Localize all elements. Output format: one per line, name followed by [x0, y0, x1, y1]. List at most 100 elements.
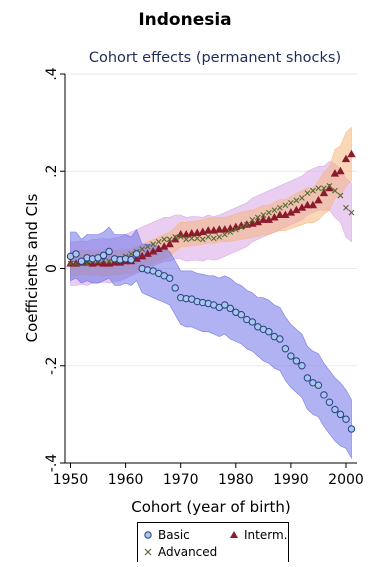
interm-point [341, 154, 351, 163]
advanced-point [293, 197, 300, 204]
interm-point [275, 210, 285, 219]
advanced-point [210, 235, 217, 242]
page-title: Indonesia [138, 10, 232, 30]
interm-point [314, 195, 323, 204]
x-tick-label: 1950 [53, 472, 89, 488]
advanced-point [332, 187, 338, 194]
advanced-point [139, 246, 146, 252]
interm-point [137, 251, 147, 260]
advanced-point [221, 231, 228, 238]
advanced-point-stroke [67, 260, 74, 267]
advanced-point [249, 216, 256, 223]
basic-point [237, 310, 246, 319]
interm-point [204, 226, 213, 234]
interm-point [270, 212, 279, 221]
interm-point [170, 234, 180, 243]
basic-point [248, 318, 257, 326]
interm-point [253, 217, 263, 226]
advanced-point [315, 185, 322, 192]
legend-interm-marker [230, 531, 238, 538]
basic-point [77, 257, 86, 265]
y-tick-label: -.2 [44, 357, 60, 375]
advanced-point [177, 234, 184, 240]
legend-advanced-label: Advanced [158, 545, 217, 559]
legend-interm-label: Interm. [244, 528, 287, 542]
advanced-point-stroke [205, 234, 212, 240]
advanced-point [150, 241, 157, 248]
interm-point [319, 188, 329, 197]
advanced-point [188, 235, 195, 242]
basic-point [132, 250, 141, 258]
basic-point [342, 415, 350, 423]
advanced-point [106, 258, 112, 265]
basic-point [303, 374, 312, 382]
interm-point [165, 239, 174, 248]
basic-point [298, 362, 306, 370]
advanced-point-stroke [326, 182, 333, 189]
advanced-point [238, 224, 245, 231]
interm-point [292, 205, 301, 214]
x-tick-label: 1970 [163, 472, 199, 488]
advanced-point-stroke [243, 221, 250, 228]
advanced-point-stroke [139, 246, 146, 252]
advanced-point [243, 221, 250, 228]
interm-point [281, 210, 290, 219]
basic-point [281, 345, 290, 353]
advanced-point-stroke [265, 209, 272, 216]
interm-point [159, 242, 169, 250]
advanced-point [282, 202, 289, 209]
legend-advanced-marker [144, 548, 152, 556]
legend: Basic Interm. Advanced [137, 522, 289, 562]
advanced-point-stroke [315, 185, 322, 192]
y-tick-label: .2 [44, 165, 60, 178]
advanced-point-stroke [216, 234, 223, 240]
basic-point [287, 352, 295, 360]
advanced-point-stroke [304, 190, 311, 197]
x-tick-label: 2000 [328, 472, 364, 488]
advanced-point-stroke [271, 207, 278, 214]
advanced-point [205, 234, 212, 240]
advanced-point [155, 238, 162, 245]
basic-point [165, 274, 174, 282]
advanced-point-stroke [199, 236, 206, 243]
basic-point [276, 335, 284, 343]
basic-point [99, 251, 108, 260]
ci-band-basic [70, 226, 352, 460]
y-tick-label: 0 [44, 264, 60, 273]
advanced-point [183, 236, 190, 243]
advanced-point-stroke [172, 234, 179, 240]
advanced-point [161, 236, 168, 243]
advanced-point-stroke [260, 212, 267, 218]
advanced-point [166, 236, 173, 243]
advanced-point-stroke [343, 204, 349, 211]
x-axis-label: Cohort (year of birth) [131, 498, 291, 516]
advanced-point-stroke [177, 234, 184, 240]
interm-point [297, 203, 307, 211]
interm-point [264, 215, 274, 223]
basic-point [221, 301, 229, 309]
advanced-point-stroke [106, 258, 112, 265]
advanced-point [287, 199, 294, 206]
interm-point [148, 246, 158, 255]
y-tick-label: .4 [44, 67, 60, 80]
advanced-point [194, 235, 201, 242]
advanced-point-stroke [210, 235, 217, 242]
advanced-point-stroke [282, 202, 289, 209]
advanced-point [216, 234, 223, 240]
x-tick-label: 1980 [218, 472, 254, 488]
advanced-point [310, 187, 316, 194]
advanced-point-stroke [332, 187, 338, 194]
advanced-point [304, 190, 311, 197]
interm-point [330, 169, 340, 177]
advanced-point-stroke [183, 236, 190, 243]
advanced-point-stroke [73, 260, 79, 267]
basic-point [331, 405, 339, 414]
advanced-point [128, 251, 135, 257]
advanced-point [260, 212, 267, 218]
advanced-point-stroke [128, 251, 135, 257]
advanced-point-stroke [232, 226, 239, 233]
basic-point [314, 381, 323, 389]
basic-point [105, 247, 113, 256]
basic-point [292, 357, 301, 365]
